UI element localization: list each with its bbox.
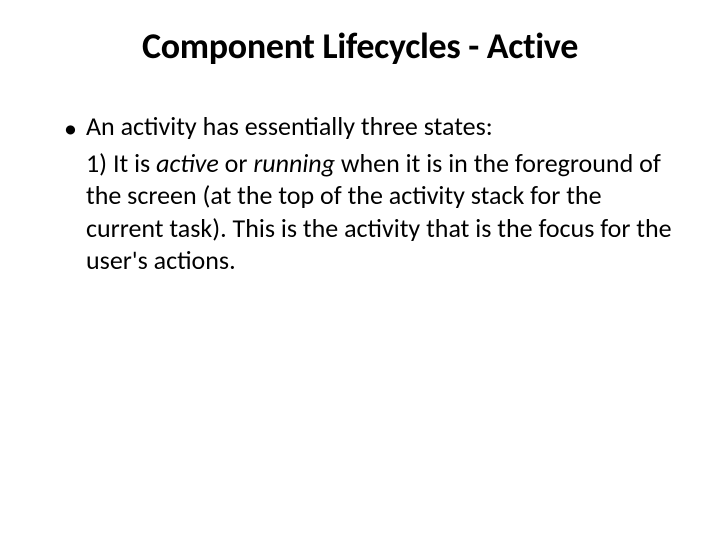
slide: Component Lifecycles - Active • An activ… [0, 0, 720, 540]
indent-middle: or [219, 147, 254, 179]
slide-title: Component Lifecycles - Active [40, 24, 680, 68]
italic-active: active [156, 147, 219, 179]
numbered-item: 1) It is active or running when it is in… [64, 147, 680, 277]
slide-body: • An activity has essentially three stat… [40, 110, 680, 277]
bullet-item: • An activity has essentially three stat… [64, 110, 680, 145]
italic-running: running [253, 147, 335, 179]
bullet-text: An activity has essentially three states… [86, 110, 680, 143]
bullet-dot-icon: • [64, 110, 86, 145]
indent-prefix: 1) It is [86, 147, 156, 179]
